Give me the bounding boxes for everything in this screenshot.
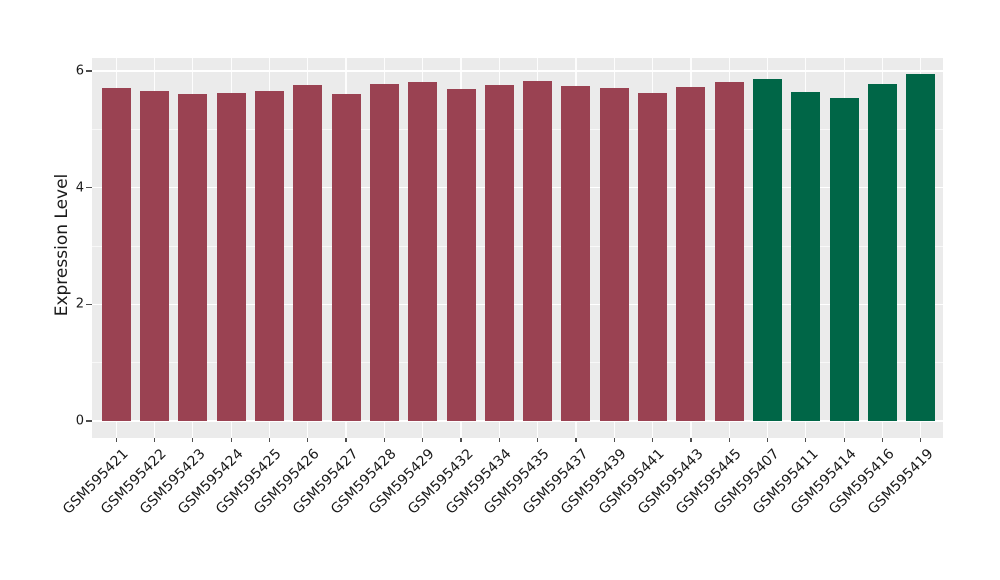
horizontal-gridline-minor (92, 128, 943, 130)
y-tick-label: 0 (75, 413, 84, 429)
y-tick-label: 2 (75, 296, 84, 312)
x-tick-mark (537, 438, 539, 442)
bar-GSM595424 (216, 92, 246, 421)
horizontal-gridline-minor (92, 362, 943, 364)
horizontal-gridline-major (92, 420, 943, 422)
x-tick-mark (766, 438, 769, 442)
x-tick-mark (728, 438, 730, 442)
x-tick-mark (192, 438, 194, 442)
bar-GSM595407 (753, 78, 783, 421)
bar-GSM595427 (331, 93, 361, 421)
y-tick-mark (86, 70, 92, 72)
x-tick-mark (115, 438, 117, 442)
x-tick-mark (920, 438, 922, 442)
x-tick-mark (881, 438, 884, 442)
bar-GSM595414 (829, 97, 859, 421)
bar-GSM595435 (523, 80, 553, 421)
x-tick-mark (652, 438, 654, 442)
x-tick-mark (613, 438, 615, 442)
bar-GSM595439 (599, 87, 629, 421)
x-tick-mark (690, 438, 692, 442)
horizontal-gridline-minor (92, 245, 943, 247)
x-tick-mark (805, 438, 807, 442)
bar-GSM595432 (446, 88, 476, 421)
plot-panel (92, 58, 943, 438)
x-tick-mark (268, 438, 271, 442)
bar-GSM595443 (676, 86, 706, 421)
horizontal-gridline-major (92, 186, 943, 189)
bar-GSM595437 (561, 86, 591, 421)
x-tick-mark (230, 438, 232, 442)
x-tick-mark (307, 438, 309, 442)
x-tick-mark (153, 438, 156, 442)
bar-GSM595411 (791, 92, 821, 421)
bar-GSM595422 (139, 91, 169, 421)
bar-GSM595428 (369, 83, 399, 421)
x-tick-mark (345, 438, 347, 442)
y-tick-mark (86, 420, 92, 422)
x-tick-mark (575, 438, 577, 442)
bar-GSM595419 (906, 73, 936, 421)
bar-GSM595423 (178, 94, 208, 421)
bar-GSM595429 (408, 81, 438, 421)
x-tick-mark (460, 438, 462, 442)
x-tick-mark (843, 438, 845, 442)
y-tick-label: 6 (75, 63, 84, 79)
horizontal-gridline-major (92, 70, 943, 72)
x-tick-mark (383, 438, 385, 442)
bar-GSM595416 (868, 84, 898, 421)
bar-GSM595425 (254, 91, 284, 421)
x-tick-mark (422, 438, 424, 442)
y-tick-label: 4 (75, 180, 84, 196)
bar-GSM595421 (101, 87, 131, 421)
x-tick-mark (498, 438, 500, 442)
horizontal-gridline-major (92, 303, 943, 306)
bar-GSM595434 (484, 85, 514, 421)
y-tick-mark (86, 303, 92, 305)
y-tick-mark (86, 187, 92, 189)
bar-GSM595441 (638, 93, 668, 421)
bar-GSM595426 (293, 85, 323, 421)
bar-GSM595445 (714, 82, 744, 421)
